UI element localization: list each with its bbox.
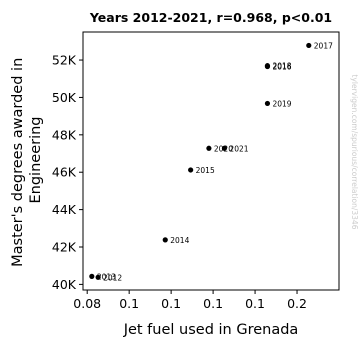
data-point-2021 <box>221 145 228 151</box>
point-label-2015: 2015 <box>196 166 215 175</box>
x-tick-label-5: 0.2 <box>287 296 307 311</box>
point-label-2018: 2018 <box>272 62 291 71</box>
watermark-text: tylervigen.com/spurious/correlation/3346 <box>350 75 359 230</box>
data-point-2015 <box>188 167 194 173</box>
data-point-2017 <box>306 42 312 49</box>
point-label-2019: 2019 <box>272 99 291 108</box>
y-tick-label-6: 52K <box>52 53 77 68</box>
x-axis-label: Jet fuel used in Grenada <box>123 322 299 338</box>
y-tick-label-3: 46K <box>52 165 77 180</box>
plot-frame <box>82 31 340 291</box>
data-point-2012 <box>95 274 101 280</box>
y-tick-label-0: 40K <box>52 277 77 292</box>
data-point-2013 <box>89 273 95 279</box>
plot-area: 0.08 0.1 0.1 0.1 0.1 0.2 40K 42K 44K 46K 48K 50K 52K… <box>52 31 340 311</box>
point-label-2021: 2021 <box>229 144 248 153</box>
x-tick-label-2: 0.1 <box>161 296 181 311</box>
y-tick-label-2: 44K <box>52 202 77 217</box>
point-label-2012: 2012 <box>103 273 122 282</box>
y-axis-label: Master's degrees awarded in Engineering <box>10 53 44 267</box>
chart-title: Years 2012-2021, r=0.968, p<0.01 <box>89 10 332 25</box>
data-point-2019 <box>264 100 271 107</box>
y-tick-label-4: 48K <box>52 127 77 142</box>
data-point-2014 <box>162 237 168 243</box>
x-tick-label-0: 0.08 <box>73 296 101 311</box>
x-tick-label-3: 0.1 <box>203 296 223 311</box>
y-tick-label-5: 50K <box>52 90 77 105</box>
y-tick-label-1: 42K <box>52 240 77 255</box>
point-label-2016: 2016 <box>272 63 291 72</box>
y-axis-label-line-1: Master's degrees awarded in <box>10 58 26 267</box>
data-point-2018 <box>264 63 271 69</box>
point-label-2013: 2013 <box>97 272 116 281</box>
y-axis-label-line-2: Engineering <box>28 117 44 204</box>
point-label-2014: 2014 <box>170 236 189 245</box>
x-tick-label-4: 0.1 <box>245 296 265 311</box>
x-tick-label-1: 0.1 <box>119 296 139 311</box>
point-label-2017: 2017 <box>314 41 333 50</box>
data-point-2020 <box>206 145 212 151</box>
